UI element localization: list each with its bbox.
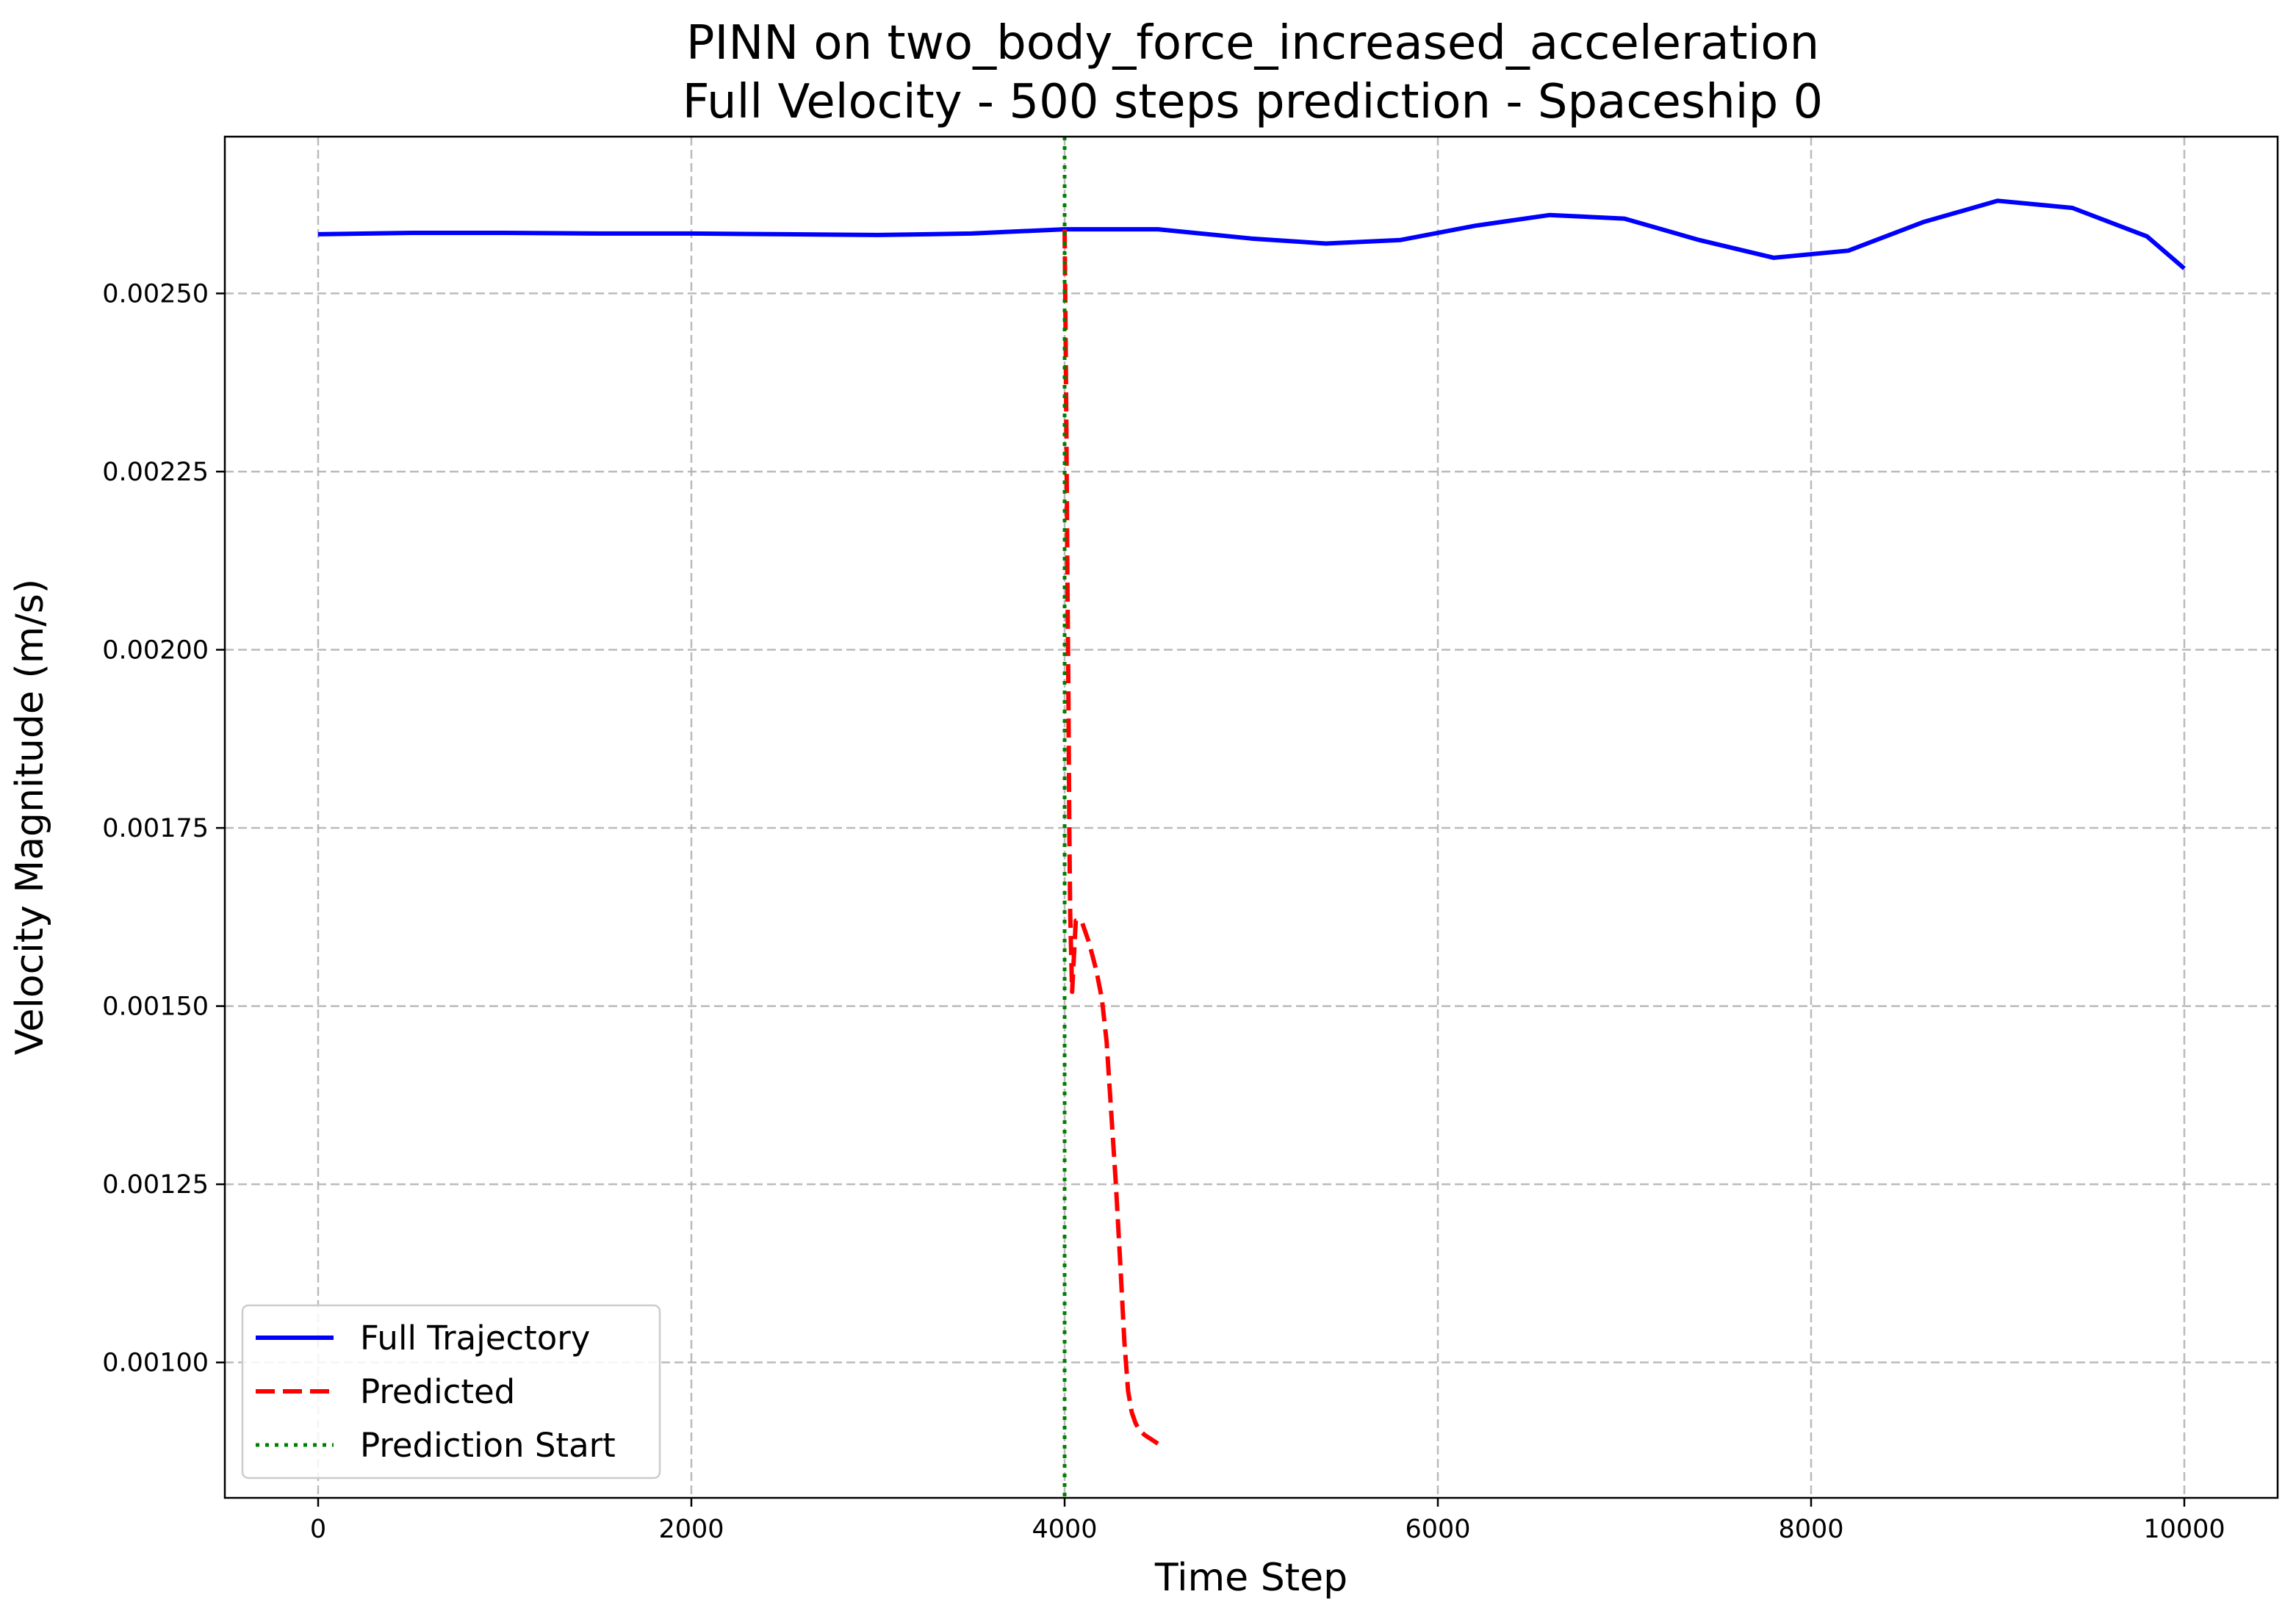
legend-label: Predicted: [360, 1372, 515, 1411]
series-line-0: [317, 198, 2186, 270]
x-axis-label: Time Step: [1154, 1556, 1347, 1600]
x-tick-label: 4000: [1032, 1515, 1097, 1544]
legend-label: Prediction Start: [360, 1426, 616, 1465]
y-tick-label: 0.00100: [102, 1349, 209, 1378]
legend-label: Full Trajectory: [360, 1319, 590, 1358]
x-tick-label: 10000: [2143, 1515, 2225, 1544]
x-tick-label: 0: [310, 1515, 326, 1544]
y-tick-label: 0.00250: [102, 279, 209, 309]
plot-frame: [223, 135, 2279, 1499]
x-tick-label: 6000: [1405, 1515, 1470, 1544]
chart-title-line-1: PINN on two_body_force_increased_acceler…: [686, 16, 1819, 71]
series-line-1: [1062, 229, 1159, 1446]
x-tick-label: 2000: [658, 1515, 724, 1544]
chart-title-line-2: Full Velocity - 500 steps prediction - S…: [683, 75, 1824, 129]
y-tick-label: 0.00225: [102, 458, 209, 487]
y-tick-label: 0.00125: [102, 1170, 209, 1200]
legend-box: [241, 1304, 661, 1479]
y-axis-label: Velocity Magnitude (m/s): [8, 579, 52, 1055]
y-tick-label: 0.00150: [102, 992, 209, 1022]
axis-ticks: 0 2000 4000 6000 8000 10000 0.00100 0.00125 0.00…: [102, 279, 2225, 1544]
legend: Full Trajectory Predicted Prediction Start: [241, 1304, 661, 1479]
y-tick-label: 0.00175: [102, 814, 209, 843]
y-tick-label: 0.00200: [102, 636, 209, 666]
x-tick-label: 8000: [1778, 1515, 1843, 1544]
grid: [225, 137, 2278, 1498]
plot-series: [317, 137, 2186, 1498]
